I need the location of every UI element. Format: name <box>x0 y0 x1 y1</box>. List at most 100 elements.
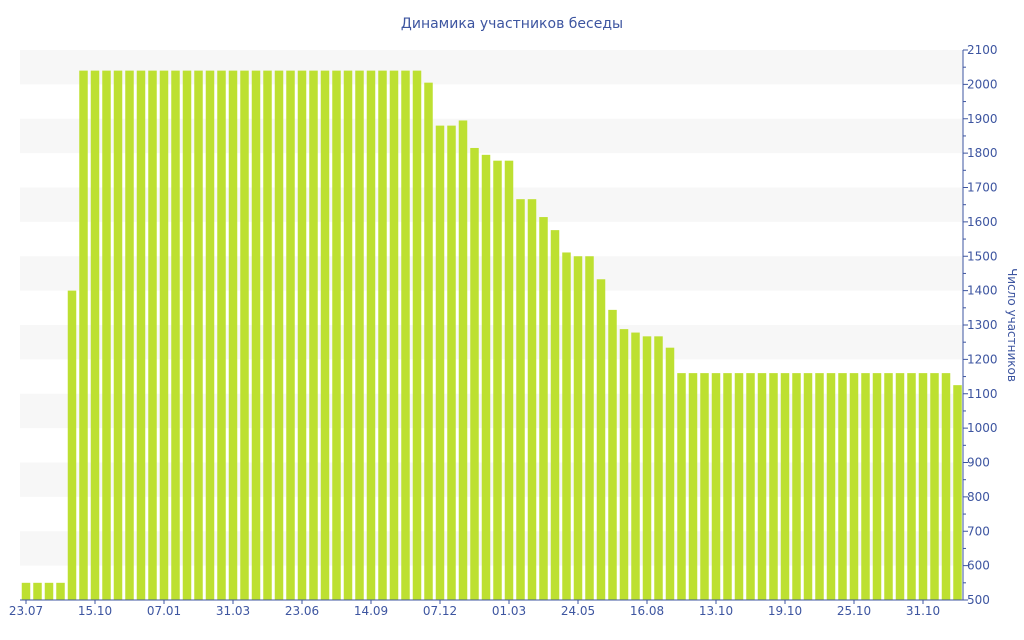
bar <box>447 125 456 600</box>
x-tick-label: 01.03 <box>492 604 526 618</box>
bar <box>895 373 905 600</box>
bar <box>217 70 226 600</box>
bar <box>320 70 330 600</box>
bar <box>56 582 65 600</box>
bar <box>90 70 100 600</box>
bar <box>263 70 272 600</box>
y-tick-label: 1200 <box>967 352 998 366</box>
bar <box>435 125 445 600</box>
bar <box>171 70 180 600</box>
x-tick-label: 13.10 <box>699 604 733 618</box>
bar <box>757 373 767 600</box>
bar <box>332 70 341 600</box>
bar <box>803 373 813 600</box>
bar <box>780 373 790 600</box>
bar <box>539 217 548 600</box>
bar <box>596 279 606 600</box>
bar <box>148 70 157 600</box>
y-tick-label: 2000 <box>967 77 998 91</box>
bar <box>723 373 732 600</box>
bar <box>527 199 537 600</box>
bar <box>665 347 675 600</box>
x-tick-label: 16.08 <box>630 604 664 618</box>
bar <box>700 373 709 600</box>
bar <box>826 373 836 600</box>
bar <box>631 332 640 600</box>
bar <box>516 199 525 600</box>
bar <box>412 70 422 600</box>
bar <box>493 160 502 600</box>
bar <box>711 373 721 600</box>
bar <box>458 120 468 600</box>
bar <box>642 336 652 600</box>
x-ticks: 23.07 15.10 07.01 31.03 23.06 14.09 07.12 01.03… <box>9 600 940 618</box>
bar <box>228 70 238 600</box>
bar <box>562 252 571 600</box>
bar <box>113 70 123 600</box>
bar <box>182 70 192 600</box>
y-tick-label: 2100 <box>967 43 998 57</box>
bar <box>573 256 583 600</box>
x-tick-label: 07.12 <box>423 604 457 618</box>
bar <box>769 373 778 600</box>
x-tick-label: 25.10 <box>837 604 871 618</box>
bar <box>688 373 698 600</box>
bar <box>136 70 146 600</box>
x-tick-label: 23.07 <box>9 604 43 618</box>
bar <box>918 373 928 600</box>
x-tick-label: 15.10 <box>78 604 112 618</box>
x-tick-label: 24.05 <box>561 604 595 618</box>
bar <box>930 373 939 600</box>
bar <box>102 70 111 600</box>
bar <box>251 70 261 600</box>
bar <box>378 70 387 600</box>
x-tick-label: 19.10 <box>768 604 802 618</box>
bar <box>872 373 882 600</box>
bar <box>205 70 215 600</box>
bar <box>159 70 169 600</box>
y-tick-label: 700 <box>967 524 990 538</box>
y-tick-label: 1100 <box>967 387 998 401</box>
bar <box>286 70 295 600</box>
bar <box>297 70 307 600</box>
chart-title: Динамика участников беседы <box>401 16 623 32</box>
bar <box>746 373 755 600</box>
bar <box>734 373 744 600</box>
bar <box>240 70 249 600</box>
y-tick-label: 1300 <box>967 318 998 332</box>
bar <box>838 373 847 600</box>
y-tick-label: 800 <box>967 490 990 504</box>
bar <box>677 373 686 600</box>
bar <box>953 385 962 600</box>
x-tick-label: 23.06 <box>285 604 319 618</box>
y-tick-label: 1000 <box>967 421 998 435</box>
bar <box>861 373 870 600</box>
x-tick-label: 07.01 <box>147 604 181 618</box>
bar <box>79 70 88 600</box>
x-tick-label: 31.10 <box>906 604 940 618</box>
y-tick-label: 900 <box>967 456 990 470</box>
y-tick-label: 1600 <box>967 215 998 229</box>
bar <box>550 230 560 600</box>
bar <box>792 373 801 600</box>
bar <box>343 70 353 600</box>
y-tick-label: 600 <box>967 559 990 573</box>
bar <box>355 70 364 600</box>
bar <box>67 290 77 600</box>
bar <box>884 373 893 600</box>
bar <box>309 70 318 600</box>
bar <box>33 582 42 600</box>
y-tick-label: 500 <box>967 593 990 607</box>
bar <box>481 154 491 600</box>
bar <box>654 336 663 600</box>
y-ticks: 500 600 700 800 900 1000 1100 1200 1300 1400 1500 1… <box>963 43 998 607</box>
bar <box>21 582 31 600</box>
bar <box>274 70 284 600</box>
y-tick-label: 1700 <box>967 181 998 195</box>
x-tick-label: 14.09 <box>354 604 388 618</box>
x-tick-label: 31.03 <box>216 604 250 618</box>
bar <box>504 160 514 600</box>
bar <box>194 70 203 600</box>
bar <box>941 373 951 600</box>
